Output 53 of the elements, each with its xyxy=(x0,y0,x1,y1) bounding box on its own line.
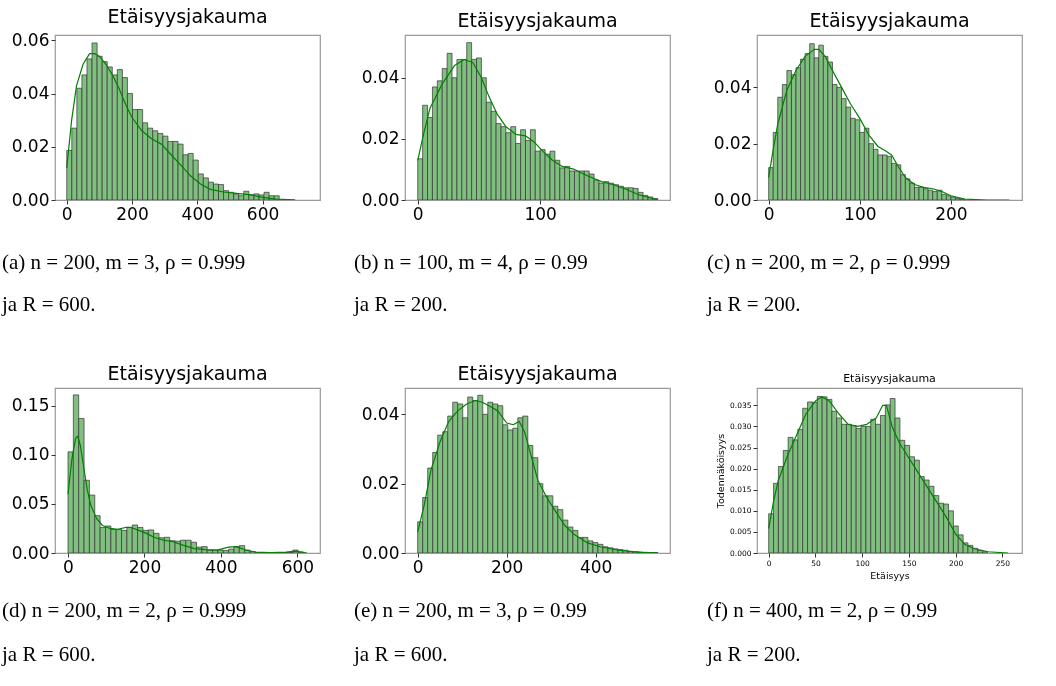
y-tick-label: 0.00 xyxy=(361,542,400,563)
x-tick-label: 0 xyxy=(412,556,424,577)
text: (d) n = 200, m = 2, ρ = 0.999 xyxy=(2,598,247,623)
text: ja R = 600. xyxy=(2,642,96,667)
x-tick-label: 100 xyxy=(844,203,877,224)
y-tick-label: 0.02 xyxy=(713,133,752,154)
text: ja R = 600. xyxy=(2,292,96,317)
text: ja R = 600. xyxy=(354,642,448,667)
text: ja R = 200. xyxy=(707,642,801,667)
x-tick-label: 0 xyxy=(61,203,73,224)
chart-title: Etäisyysjakauma xyxy=(107,362,268,384)
text: (a) n = 200, m = 3, ρ = 0.999 xyxy=(2,250,246,275)
x-tick-label: 200 xyxy=(116,203,149,224)
text: (e) n = 200, m = 3, ρ = 0.99 xyxy=(354,598,587,623)
y-tick-label: 0.00 xyxy=(713,189,752,210)
y-tick-label: 0.06 xyxy=(11,29,50,50)
x-tick-label: 200 xyxy=(490,556,524,577)
chart-title: Etäisyysjakauma xyxy=(809,9,970,31)
x-tick-label: 400 xyxy=(579,556,613,577)
chart-title: Etäisyysjakauma xyxy=(843,372,936,385)
text: (c) n = 200, m = 2, ρ = 0.999 xyxy=(707,250,951,275)
x-tick-label: 400 xyxy=(181,203,215,224)
x-tick-label: 200 xyxy=(128,556,162,577)
y-tick-label: 0.02 xyxy=(361,473,400,494)
x-tick-label: 0 xyxy=(63,556,74,577)
y-tick-label: 0.02 xyxy=(11,136,50,157)
y-tick-label: 0.02 xyxy=(361,128,400,149)
x-tick-label: 400 xyxy=(205,556,238,577)
text: ja R = 200. xyxy=(354,292,448,317)
y-tick-label: 0.15 xyxy=(11,395,50,416)
y-tick-label: 0.05 xyxy=(11,493,50,514)
y-tick-label: 0.04 xyxy=(361,67,400,88)
chart-title: Etäisyysjakauma xyxy=(107,5,268,28)
chart-title: Etäisyysjakauma xyxy=(457,362,618,384)
text: ja R = 200. xyxy=(707,292,801,317)
x-tick-label: 0 xyxy=(763,203,775,224)
x-tick-label: 200 xyxy=(935,203,968,224)
x-tick-label: 600 xyxy=(246,203,280,224)
x-tick-label: 0 xyxy=(412,203,424,224)
y-tick-label: 0.00 xyxy=(361,189,400,210)
text: (f) n = 400, m = 2, ρ = 0.99 xyxy=(707,598,938,623)
y-tick-label: 0.00 xyxy=(11,189,50,210)
x-axis-title: Etäisyys xyxy=(870,570,910,581)
y-tick-label: 0.10 xyxy=(11,444,50,465)
chart-title: Etäisyysjakauma xyxy=(457,9,618,31)
y-tick-label: 0.00 xyxy=(11,542,50,563)
y-tick-label: 0.04 xyxy=(713,76,752,97)
y-axis-title: Todennäköisyys xyxy=(715,433,727,510)
y-tick-label: 0.04 xyxy=(11,83,50,104)
x-tick-label: 600 xyxy=(281,556,315,577)
y-tick-label: 0.04 xyxy=(361,403,400,424)
x-tick-label: 100 xyxy=(524,203,557,224)
text: (b) n = 100, m = 4, ρ = 0.99 xyxy=(354,250,588,275)
